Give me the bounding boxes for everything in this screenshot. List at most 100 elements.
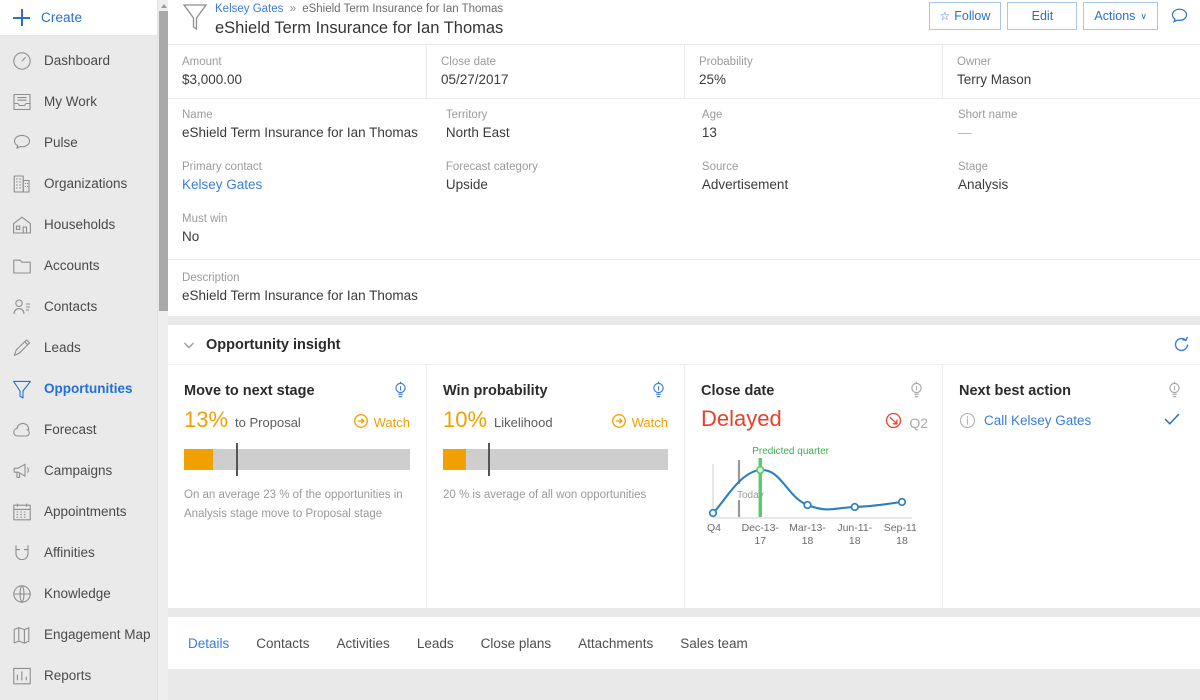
speech-bubble-icon[interactable] [1166, 3, 1192, 29]
card-title: Next best action [959, 383, 1071, 399]
watch-button[interactable]: Watch [353, 413, 410, 432]
sidebar-item-knowledge[interactable]: Knowledge [0, 573, 168, 614]
svg-text:Mar-13-: Mar-13- [789, 522, 826, 534]
progress-fill [443, 449, 466, 470]
close-date-status: Delayed [701, 406, 782, 431]
page-title: eShield Term Insurance for Ian Thomas [215, 19, 504, 37]
sidebar-scrollbar[interactable] [157, 0, 168, 700]
field-probability: Probability 25% [684, 45, 942, 98]
map-icon [11, 624, 33, 646]
field-primary-contact[interactable]: Primary contact Kelsey Gates [168, 151, 432, 203]
actions-button[interactable]: Actions ∨ [1083, 2, 1158, 30]
detail-field-grid: Name eShield Term Insurance for Ian Thoma… [168, 99, 1200, 203]
field-value: 05/27/2017 [441, 72, 509, 87]
breadcrumb-parent-link[interactable]: Kelsey Gates [215, 3, 284, 15]
sidebar-item-my-work[interactable]: My Work [0, 81, 168, 122]
field-label: Short name [957, 109, 1018, 121]
sidebar-item-label: Households [44, 217, 116, 232]
sidebar-item-contacts[interactable]: Contacts [0, 286, 168, 327]
svg-text:Today: Today [737, 490, 764, 501]
actions-label: Actions [1094, 9, 1136, 23]
field-owner: Owner Terry Mason [942, 45, 1200, 98]
watch-button[interactable]: Watch [611, 413, 668, 432]
sidebar-item-organizations[interactable]: Organizations [0, 163, 168, 204]
sidebar-item-label: Accounts [44, 258, 100, 273]
tab-activities[interactable]: Activities [336, 635, 390, 651]
watch-arrow-icon [611, 413, 627, 432]
create-button[interactable]: Create [0, 0, 168, 36]
sidebar-item-pulse[interactable]: Pulse [0, 122, 168, 163]
info-icon [959, 412, 976, 429]
scrollbar-thumb[interactable] [159, 11, 168, 311]
chevron-down-icon[interactable] [180, 336, 198, 354]
folder-icon [11, 255, 33, 277]
field-forecast-category: Forecast category Upside [432, 151, 688, 203]
tab-details[interactable]: Details [188, 635, 230, 651]
field-value: Analysis [957, 177, 1009, 192]
field-value[interactable]: Kelsey Gates [182, 177, 263, 192]
sidebar-item-label: Forecast [44, 422, 97, 437]
sidebar-item-dashboard[interactable]: Dashboard [0, 40, 168, 81]
field-label: Owner [957, 56, 991, 68]
building-icon [11, 173, 33, 195]
field-value: Terry Mason [957, 72, 1032, 87]
field-value: 25% [699, 72, 727, 87]
inbox-tray-icon [11, 91, 33, 113]
lightbulb-icon[interactable] [650, 381, 668, 401]
check-icon[interactable] [1162, 409, 1182, 429]
watch-label: Watch [631, 415, 668, 430]
tab-leads[interactable]: Leads [416, 635, 454, 651]
sidebar-item-appointments[interactable]: Appointments [0, 491, 168, 532]
metric-percent: 10% [443, 407, 488, 432]
lightbulb-icon[interactable] [1166, 381, 1184, 401]
detail-top-row: Amount $3,000.00 Close date 05/27/2017 Proba… [168, 45, 1200, 99]
header-actions: ☆ Follow Edit Actions ∨ [928, 2, 1192, 30]
close-date-forecast-chart: Today Predicted quarter Q4 Dec-13- 17 Mar-13-… [701, 438, 926, 563]
bar-chart-icon [11, 665, 33, 687]
field-value: Upside [445, 177, 488, 192]
sidebar-item-households[interactable]: Households [0, 204, 168, 245]
follow-label: Follow [954, 9, 991, 23]
create-label: Create [41, 10, 83, 25]
sidebar-item-label: Affinities [44, 545, 95, 560]
megaphone-icon [11, 460, 33, 482]
sidebar-item-label: Contacts [44, 299, 98, 314]
record-tabstrip: Details Contacts Activities Leads Close plan… [168, 617, 1200, 669]
field-value: Advertisement [701, 177, 789, 192]
sidebar-item-label: Opportunities [44, 381, 133, 396]
tab-close-plans[interactable]: Close plans [480, 635, 552, 651]
field-name: Name eShield Term Insurance for Ian Thoma… [168, 99, 432, 151]
close-date-quarter-flag: Q2 [884, 411, 928, 435]
insight-card-next-best-action: Next best action [942, 365, 1200, 608]
progress-bar-win-probability [443, 443, 668, 476]
house-icon [11, 214, 33, 236]
sidebar-item-forecast[interactable]: Forecast [0, 409, 168, 450]
main-content: Kelsey Gates » eShield Term Insurance fo… [168, 0, 1200, 700]
tab-contacts[interactable]: Contacts [256, 635, 310, 651]
sidebar-nav-list: Dashboard My Work Pulse Organizations Househ… [0, 36, 168, 696]
lightbulb-icon[interactable] [908, 381, 926, 401]
insight-card-move-to-next-stage: Move to next stage 13% to Proposal [168, 365, 426, 608]
insight-card-win-probability: Win probability 10% Likelihood [426, 365, 684, 608]
lightbulb-icon[interactable] [392, 381, 410, 401]
field-short-name: Short name — [944, 99, 1200, 151]
sidebar-item-campaigns[interactable]: Campaigns [0, 450, 168, 491]
follow-button[interactable]: ☆ Follow [928, 2, 1002, 30]
sidebar-item-leads[interactable]: Leads [0, 327, 168, 368]
sidebar-item-accounts[interactable]: Accounts [0, 245, 168, 286]
sidebar-item-opportunities[interactable]: Opportunities [0, 368, 168, 409]
progress-average-marker [488, 443, 490, 476]
refresh-icon[interactable] [1172, 335, 1192, 355]
sidebar-item-reports[interactable]: Reports [0, 655, 168, 696]
tab-attachments[interactable]: Attachments [578, 635, 654, 651]
sidebar-item-affinities[interactable]: Affinities [0, 532, 168, 573]
tab-sales-team[interactable]: Sales team [680, 635, 748, 651]
progress-track [184, 449, 410, 470]
edit-button[interactable]: Edit [1007, 2, 1078, 30]
scroll-up-arrow-icon[interactable] [159, 1, 168, 10]
sidebar-item-engagement-map[interactable]: Engagement Map [0, 614, 168, 655]
field-value: — [957, 125, 972, 140]
star-icon: ☆ [939, 9, 951, 23]
field-value: No [182, 229, 200, 244]
next-best-action-label[interactable]: Call Kelsey Gates [984, 412, 1092, 428]
